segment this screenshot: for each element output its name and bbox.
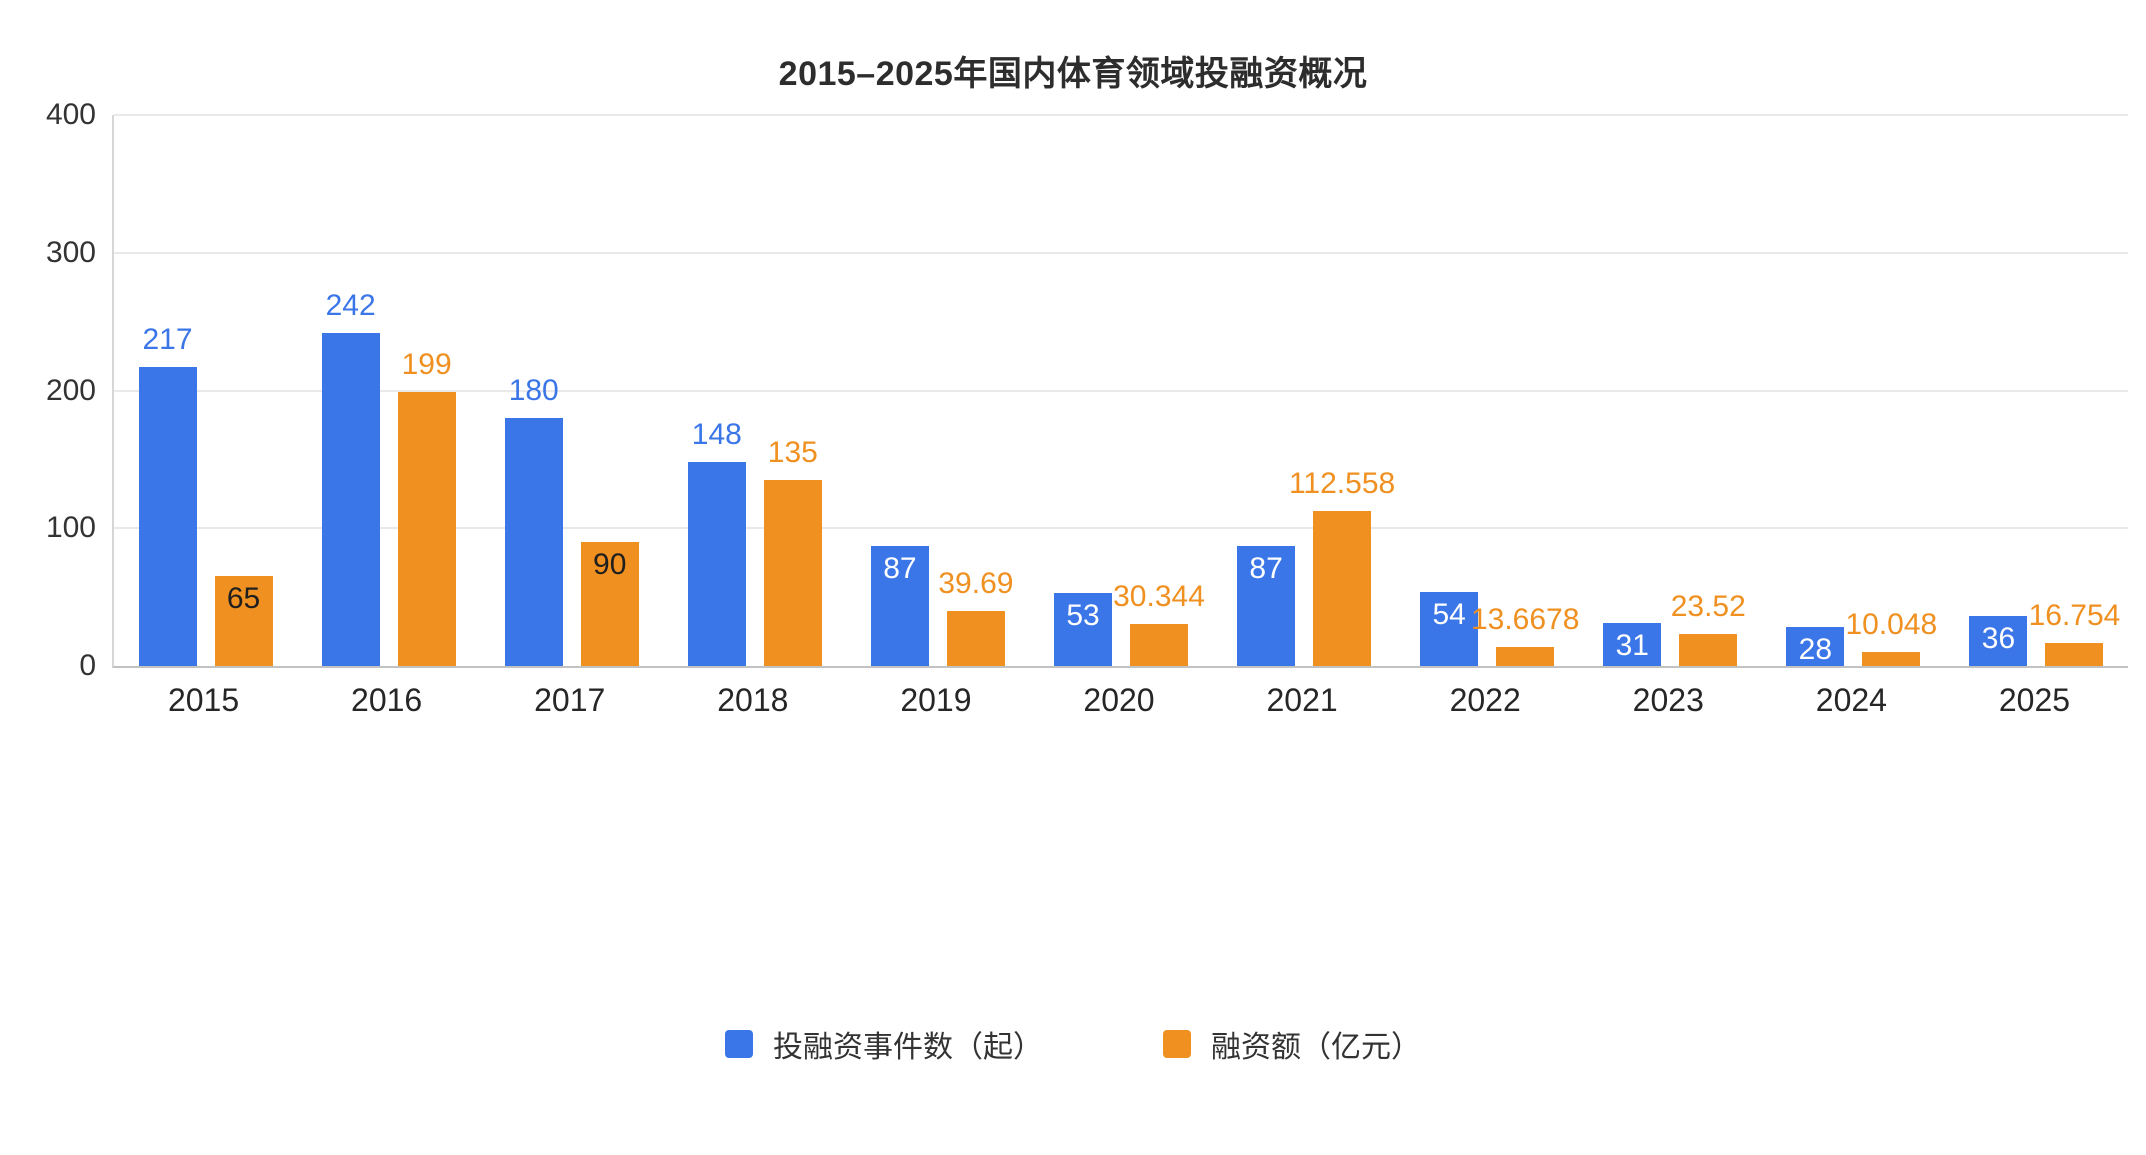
plot-area: 217 242 180 148 87 53 87 54 31 28 36 65 199 90 135 39.6…: [112, 114, 2128, 668]
legend: 投融资事件数（起） 融资额（亿元）: [0, 1022, 2146, 1066]
bar-events-2022: [1420, 591, 1479, 666]
bar-value-label-events-2021: 87: [1249, 552, 1283, 586]
bar-amount-2024: [1862, 652, 1921, 666]
x-axis-label-2017: 2017: [534, 682, 606, 718]
bar-events-2015: [138, 367, 197, 666]
bar-value-label-amount-2016: 199: [401, 347, 452, 381]
bar-value-label-amount-2025: 16.754: [2028, 598, 2121, 632]
x-axis-label-2018: 2018: [717, 682, 789, 718]
bar-value-label-amount-2022: 13.6678: [1470, 603, 1580, 637]
x-axis-label-2025: 2025: [1998, 682, 2071, 718]
x-axis-label-2019: 2019: [900, 682, 972, 718]
legend-swatch-icon: [1163, 1030, 1191, 1058]
legend-label: 投融资事件数（起）: [773, 1031, 1043, 1064]
legend-swatch-icon: [725, 1030, 753, 1058]
x-axis-label-2016: 2016: [351, 682, 423, 718]
bar-events-2020: [1054, 593, 1112, 666]
bar-events-2024: [1786, 627, 1845, 666]
bar-events-2019: [870, 546, 929, 666]
bar-value-label-events-2020: 53: [1066, 599, 1100, 632]
bar-events-2016: [321, 332, 380, 666]
bar-value-label-events-2022: 54: [1432, 597, 1466, 631]
y-tick-label: 400: [45, 98, 96, 131]
bar-value-label-events-2017: 180: [508, 374, 559, 408]
bar-amount-2018: [763, 480, 822, 666]
bar-value-label-amount-2023: 23.52: [1670, 589, 1746, 623]
x-axis-label-2024: 2024: [1815, 682, 1887, 718]
bar-amount-2016: [397, 391, 456, 666]
x-axis-label-2022: 2022: [1449, 682, 1521, 718]
bar-amount-2023: [1679, 633, 1738, 666]
x-axis: 2015 2016 2017 2018 2019 2020 2021 2022 2023 2024…: [112, 682, 2126, 726]
bar-amount-2021: [1313, 510, 1372, 666]
gridline: [114, 527, 2128, 530]
bar-events-2025: [1969, 616, 2028, 666]
x-axis-label-2015: 2015: [167, 682, 240, 718]
bar-events-2023: [1603, 623, 1662, 666]
bar-value-label-events-2024: 28: [1798, 633, 1833, 667]
legend-label: 融资额（亿元）: [1211, 1031, 1421, 1064]
bar-value-label-amount-2020: 30.344: [1113, 580, 1205, 614]
bar-value-label-amount-2024: 10.048: [1845, 608, 1938, 642]
bar-value-label-events-2025: 36: [1981, 622, 2016, 656]
legend-item[interactable]: 投融资事件数（起）: [725, 1022, 1043, 1066]
bar-value-label-amount-2017: 90: [593, 548, 627, 582]
bar-value-label-amount-2019: 39.69: [938, 567, 1014, 601]
bar-amount-2017: [580, 542, 639, 666]
gridline: [114, 251, 2128, 254]
bar-amount-2020: [1130, 624, 1188, 666]
y-tick-label: 0: [79, 649, 96, 682]
y-tick-label: 100: [45, 511, 96, 545]
y-axis: 0 100 200 300 400: [0, 98, 96, 682]
gridline: [114, 114, 2128, 116]
bar-value-label-events-2015: 217: [142, 323, 193, 357]
bar-events-2017: [504, 418, 563, 666]
gridline: [114, 389, 2128, 392]
bar-value-label-events-2016: 242: [325, 288, 376, 322]
y-tick-label: 300: [45, 235, 96, 269]
bar-amount-2025: [2045, 642, 2104, 666]
y-tick-label: 200: [45, 373, 96, 407]
bar-value-label-events-2023: 31: [1615, 629, 1649, 663]
bar-amount-2019: [946, 611, 1005, 666]
x-axis-label-2020: 2020: [1083, 682, 1155, 718]
bar-amount-2022: [1496, 647, 1555, 666]
x-axis-label-2021: 2021: [1266, 682, 1338, 718]
bar-amount-2015: [214, 576, 273, 666]
chart-title: 2015–2025年国内体育领域投融资概况: [778, 55, 1368, 93]
x-axis-label-2023: 2023: [1632, 682, 1704, 718]
bar-value-label-amount-2018: 135: [767, 436, 818, 470]
bar-events-2018: [687, 462, 746, 666]
bar-value-label-events-2018: 148: [691, 418, 742, 452]
legend-item[interactable]: 融资额（亿元）: [1163, 1022, 1421, 1066]
bar-events-2021: [1237, 546, 1296, 666]
bar-value-label-amount-2015: 65: [226, 582, 261, 616]
bar-value-label-amount-2021: 112.558: [1288, 466, 1396, 500]
bar-value-label-events-2019: 87: [883, 552, 917, 586]
